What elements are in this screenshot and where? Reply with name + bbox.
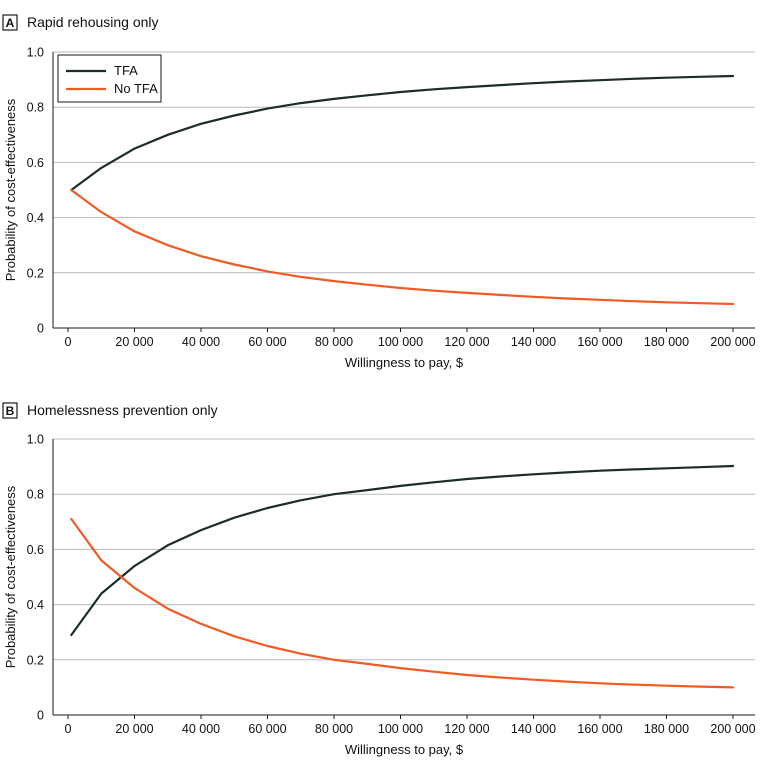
x-tick-label: 160 000: [577, 722, 622, 736]
y-tick-label: 1.0: [27, 433, 44, 447]
panel-b-x-ticks: 0 20 000 40 000 60 000 80 000 100 000 120 000 1…: [65, 715, 756, 736]
x-tick-label: 60 000: [248, 335, 286, 349]
x-tick-label: 100 000: [378, 722, 423, 736]
x-tick-label: 80 000: [315, 722, 353, 736]
x-tick-label: 140 000: [511, 335, 556, 349]
x-tick-label: 200 000: [710, 335, 755, 349]
x-tick-label: 200 000: [710, 722, 755, 736]
x-tick-label: 20 000: [115, 722, 153, 736]
x-tick-label: 80 000: [315, 335, 353, 349]
panel-b-y-axis-label: Probability of cost-effectiveness: [3, 485, 18, 668]
panel-a-x-axis-label: Willingness to pay, $: [345, 355, 464, 370]
y-tick-label: 0.2: [27, 266, 44, 280]
x-tick-label: 0: [65, 722, 72, 736]
series-line-tfa: [70, 74, 735, 192]
y-tick-label: 0.8: [27, 488, 44, 502]
x-tick-label: 120 000: [444, 722, 489, 736]
y-tick-label: 0.2: [27, 653, 44, 667]
panel-b-gridlines: [53, 438, 755, 661]
panel-a-y-ticks: 0 0.2 0.4 0.6 0.8 1.0: [27, 46, 44, 336]
panel-a-letter: A: [6, 16, 15, 30]
panel-b-series: [70, 464, 735, 689]
y-tick-label: 0.6: [27, 156, 44, 170]
panel-a-series: [70, 74, 735, 306]
x-tick-label: 20 000: [115, 335, 153, 349]
legend-label-no-tfa: No TFA: [114, 81, 158, 96]
x-tick-label: 180 000: [644, 722, 689, 736]
x-tick-label: 180 000: [644, 335, 689, 349]
y-tick-label: 0: [37, 322, 44, 336]
x-tick-label: 60 000: [248, 722, 286, 736]
panel-a-legend: TFA No TFA: [57, 54, 162, 103]
y-tick-label: 0.6: [27, 543, 44, 557]
panel-a-y-axis-label: Probability of cost-effectiveness: [3, 98, 18, 281]
legend-box: [57, 54, 162, 103]
y-tick-label: 1.0: [27, 46, 44, 60]
panel-b-title: Homelessness prevention only: [27, 402, 218, 418]
x-tick-label: 40 000: [182, 335, 220, 349]
series-line-tfa: [70, 464, 735, 637]
panel-a-title: Rapid rehousing only: [27, 14, 159, 30]
x-tick-label: 160 000: [577, 335, 622, 349]
x-tick-label: 120 000: [444, 335, 489, 349]
panel-b-letter: B: [6, 404, 15, 418]
legend-label-tfa: TFA: [114, 63, 138, 78]
x-tick-label: 0: [65, 335, 72, 349]
y-tick-label: 0: [37, 709, 44, 723]
panel-b-letter-box: [2, 402, 18, 419]
panel-a-gridlines: [53, 51, 755, 274]
y-tick-label: 0.8: [27, 101, 44, 115]
x-tick-label: 100 000: [378, 335, 423, 349]
series-line-no-tfa: [70, 188, 735, 306]
panel-a-letter-box: [2, 14, 18, 31]
y-tick-label: 0.4: [27, 211, 44, 225]
panel-b: B Homelessness prevention only 0 0.2 0.4 0.…: [2, 402, 756, 757]
panel-b-y-ticks: 0 0.2 0.4 0.6 0.8 1.0: [27, 433, 44, 723]
x-tick-label: 140 000: [511, 722, 556, 736]
x-tick-label: 40 000: [182, 722, 220, 736]
y-tick-label: 0.4: [27, 598, 44, 612]
panel-a: A Rapid rehousing only 00.20.40.60.81.0 …: [2, 14, 756, 370]
panel-b-x-axis-label: Willingness to pay, $: [345, 742, 464, 757]
panel-a-x-ticks: 0 20 000 40 000 60 000 80 000 100 000 120 000 1…: [65, 328, 756, 349]
series-line-no-tfa: [70, 517, 735, 689]
